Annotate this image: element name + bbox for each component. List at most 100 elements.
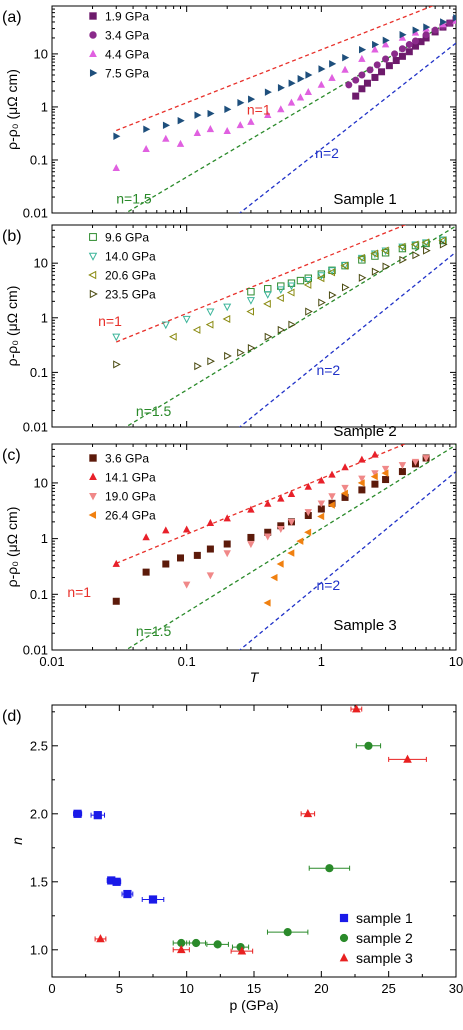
data-point (317, 80, 326, 88)
legend-marker (89, 12, 97, 20)
data-point (453, 14, 456, 22)
fit-line-n15 (124, 17, 456, 213)
legend-label: 1.9 GPa (105, 10, 149, 24)
data-point (287, 518, 296, 527)
data-point (222, 314, 231, 324)
data-point (264, 533, 272, 541)
data-point (382, 36, 390, 45)
data-point (247, 117, 255, 125)
series-4.4-gpa (112, 16, 456, 172)
panel-a: 0.01 0.1 1 10 (a) ρ-ρ₀ (μΩ cm) n=1 n=1.5 n=2 1.9 … (2, 5, 457, 221)
data-point (277, 84, 285, 92)
data-point (296, 276, 305, 285)
sample-annotation: Sample 2 (333, 423, 396, 440)
data-point (398, 45, 406, 53)
y-tick-label: 1.5 (30, 874, 48, 889)
data-point (177, 554, 185, 562)
data-point (277, 282, 285, 290)
data-point (399, 255, 408, 264)
y-axis-label: n (9, 837, 25, 845)
data-point (422, 455, 430, 463)
data-point (352, 92, 360, 100)
data-point (328, 493, 336, 501)
data-point (142, 144, 150, 152)
data-point (247, 343, 256, 352)
legend-marker (89, 233, 97, 241)
data-point (318, 65, 326, 73)
legend-label: 4.4 GPa (105, 48, 149, 62)
data-point (93, 811, 102, 820)
data-point (113, 360, 121, 369)
data-point (423, 23, 431, 31)
series-7.5-gpa (113, 14, 456, 140)
data-point (123, 889, 132, 899)
legend-label: 9.6 GPa (105, 231, 149, 245)
data-point (358, 486, 366, 494)
data-point (112, 597, 120, 605)
data-point (371, 480, 379, 488)
fit-line-n2 (238, 471, 456, 650)
legend-marker (89, 472, 97, 481)
data-point (358, 455, 366, 463)
panel-d: 1.0 1.5 2.0 2.5 0 5 10 15 20 25 30 (d) n p (GPa) sampl… (2, 704, 463, 1013)
data-point (276, 293, 284, 303)
data-point (342, 53, 350, 62)
data-point (182, 315, 191, 324)
data-point (305, 71, 313, 79)
data-point (403, 754, 412, 763)
y-tick-label: 1 (41, 531, 48, 546)
data-point (112, 333, 121, 342)
data-point (340, 489, 348, 498)
data-point (194, 362, 202, 371)
data-point (364, 741, 373, 750)
x-tick-label: 30 (449, 981, 463, 996)
data-point (176, 944, 186, 954)
data-point (276, 286, 285, 295)
data-point (341, 65, 349, 73)
y-axis-label: ρ-ρ₀ (μΩ cm) (4, 69, 20, 150)
legend-label: 26.4 GPa (105, 509, 156, 523)
data-point (328, 73, 336, 81)
data-point (162, 526, 170, 534)
data-point (263, 599, 271, 607)
y-tick-label: 0.01 (23, 206, 48, 221)
data-point (327, 268, 336, 277)
data-point (317, 500, 326, 508)
x-tick-label: 15 (247, 981, 261, 996)
data-point (304, 87, 312, 96)
x-axis-label: T (250, 669, 260, 685)
legend-label: 3.6 GPa (105, 452, 149, 466)
data-point (341, 261, 350, 270)
data-point (206, 518, 215, 526)
data-point (112, 877, 121, 886)
y-tick-label: 0.1 (30, 365, 48, 380)
plot-area (112, 444, 456, 650)
data-point (247, 533, 255, 541)
y-tick-label: 0.1 (30, 587, 48, 602)
data-point (382, 262, 391, 271)
fit-line-n15 (124, 444, 456, 650)
data-point (162, 560, 170, 568)
data-point (371, 450, 379, 458)
y-axis-label: ρ-ρ₀ (μΩ cm) (4, 286, 20, 367)
plot-area (112, 225, 456, 427)
legend-marker (88, 511, 97, 519)
data-point (207, 109, 215, 118)
data-point (263, 291, 272, 299)
legend-marker (339, 913, 349, 923)
data-point (371, 252, 379, 260)
data-point (237, 946, 247, 955)
legend-label: 19.0 GPa (105, 490, 156, 504)
data-point (303, 808, 313, 818)
y-tick-label: 1 (41, 99, 48, 114)
y-tick-label: 0.01 (23, 420, 48, 435)
data-point (391, 50, 399, 58)
panel-c: 0.01 0.1 1 10 0.01 0.1 1 10 (c) ρ-ρ₀ (μΩ cm) Tn=1 n… (2, 443, 463, 685)
series-sample-3 (94, 705, 427, 955)
data-point (359, 45, 367, 54)
x-tick-label: 20 (314, 981, 328, 996)
legend-marker (88, 252, 98, 261)
data-point (397, 242, 406, 251)
y-tick-label: 2.0 (30, 806, 48, 821)
